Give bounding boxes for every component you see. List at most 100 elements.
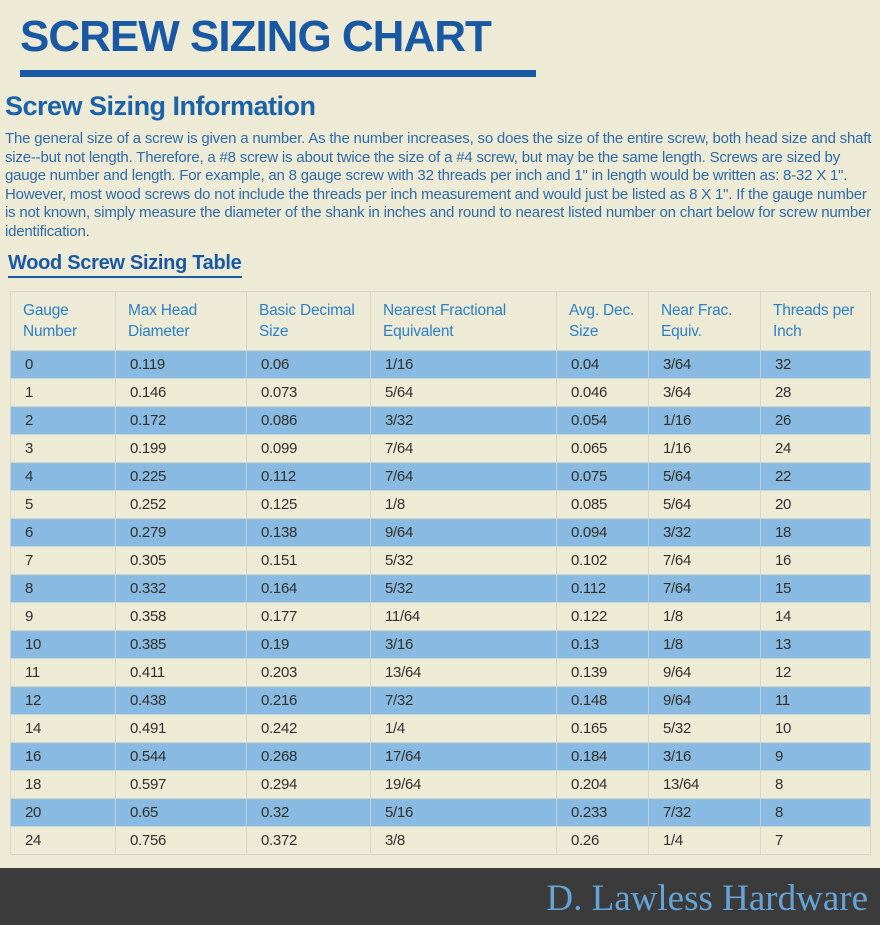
table-cell: 5 [10,490,116,519]
table-cell: 1/16 [648,406,761,435]
table-cell: 0.165 [556,714,649,743]
table-cell: 0.065 [556,434,649,463]
table-row: 6 0.279 0.138 9/64 0.094 3/32 18 [10,518,871,547]
table-cell: 0.13 [556,630,649,659]
table-cell: 3/64 [648,350,761,379]
table-cell: 20 [760,490,871,519]
table-cell: 0.32 [246,798,371,827]
table-cell: 3/16 [648,742,761,771]
table-cell: 4 [10,462,116,491]
table-cell: 7/64 [370,462,557,491]
table-cell: 11 [760,686,871,715]
table-cell: 13/64 [648,770,761,799]
table-header-cell: Avg. Dec. Size [556,291,649,351]
table-cell: 0.26 [556,826,649,855]
table-cell: 10 [760,714,871,743]
table-cell: 0.112 [246,462,371,491]
table-cell: 0.172 [115,406,247,435]
table-cell: 0.279 [115,518,247,547]
table-header-cell: Near Frac. Equiv. [648,291,761,351]
table-cell: 0.085 [556,490,649,519]
table-cell: 0.19 [246,630,371,659]
table-row: 8 0.332 0.164 5/32 0.112 7/64 15 [10,574,871,603]
table-cell: 6 [10,518,116,547]
table-cell: 7 [10,546,116,575]
table-cell: 3/32 [370,406,557,435]
table-cell: 8 [10,574,116,603]
table-row: 5 0.252 0.125 1/8 0.085 5/64 20 [10,490,871,519]
table-cell: 3/16 [370,630,557,659]
table-cell: 0.075 [556,462,649,491]
table-cell: 3/32 [648,518,761,547]
table-cell: 9 [10,602,116,631]
table-cell: 0.385 [115,630,247,659]
table-header-cell: Basic Decimal Size [246,291,371,351]
table-cell: 28 [760,378,871,407]
table-cell: 5/64 [648,462,761,491]
table-cell: 0.122 [556,602,649,631]
table-row: 12 0.438 0.216 7/32 0.148 9/64 11 [10,686,871,715]
table-cell: 1/4 [370,714,557,743]
table-cell: 0.597 [115,770,247,799]
table-cell: 13/64 [370,658,557,687]
table-header-cell: Gauge Number [10,291,116,351]
table-cell: 32 [760,350,871,379]
table-cell: 0.756 [115,826,247,855]
page-title: SCREW SIZING CHART [20,12,492,61]
table-header-row: Gauge Number Max Head Diameter Basic Decim… [10,291,871,351]
table-row: 18 0.597 0.294 19/64 0.204 13/64 8 [10,770,871,799]
table-row: 7 0.305 0.151 5/32 0.102 7/64 16 [10,546,871,575]
table-row: 11 0.411 0.203 13/64 0.139 9/64 12 [10,658,871,687]
table-cell: 17/64 [370,742,557,771]
table-cell: 0.358 [115,602,247,631]
table-row: 1 0.146 0.073 5/64 0.046 3/64 28 [10,378,871,407]
table-cell: 0.099 [246,434,371,463]
table-cell: 16 [760,546,871,575]
table-cell: 5/32 [370,546,557,575]
table-row: 14 0.491 0.242 1/4 0.165 5/32 10 [10,714,871,743]
table-cell: 5/64 [648,490,761,519]
table-cell: 24 [760,434,871,463]
table-cell: 0.086 [246,406,371,435]
title-underline-bar [20,70,536,77]
table-header-cell: Threads per Inch [760,291,871,351]
table-cell: 19/64 [370,770,557,799]
section-heading: Screw Sizing Information [5,91,316,121]
table-cell: 7/32 [648,798,761,827]
table-cell: 0.119 [115,350,247,379]
table-heading: Wood Screw Sizing Table [8,252,242,278]
table-cell: 3/8 [370,826,557,855]
table-cell: 0.242 [246,714,371,743]
table-cell: 0.203 [246,658,371,687]
table-cell: 0.184 [556,742,649,771]
table-cell: 0.438 [115,686,247,715]
table-cell: 0.073 [246,378,371,407]
table-cell: 10 [10,630,116,659]
table-row: 24 0.756 0.372 3/8 0.26 1/4 7 [10,826,871,855]
table-cell: 3 [10,434,116,463]
table-cell: 9/64 [648,658,761,687]
table-cell: 18 [10,770,116,799]
table-cell: 16 [10,742,116,771]
intro-paragraph: The general size of a screw is given a n… [5,130,872,240]
table-cell: 0.04 [556,350,649,379]
table-cell: 7/64 [370,434,557,463]
table-cell: 13 [760,630,871,659]
sizing-table: Gauge Number Max Head Diameter Basic Decim… [10,291,871,855]
table-cell: 7 [760,826,871,855]
page: SCREW SIZING CHART Screw Sizing Informat… [0,12,880,925]
table-cell: 0.139 [556,658,649,687]
table-cell: 0.112 [556,574,649,603]
table-cell: 0.151 [246,546,371,575]
table-cell: 1/16 [648,434,761,463]
table-cell: 0.65 [115,798,247,827]
table-cell: 0.216 [246,686,371,715]
table-cell: 7/32 [370,686,557,715]
table-cell: 8 [760,798,871,827]
table-cell: 0.177 [246,602,371,631]
footer-brand: D. Lawless Hardware [546,878,868,919]
table-cell: 0.06 [246,350,371,379]
table-header-cell: Nearest Fractional Equivalent [370,291,557,351]
table-cell: 11 [10,658,116,687]
table-cell: 0.054 [556,406,649,435]
